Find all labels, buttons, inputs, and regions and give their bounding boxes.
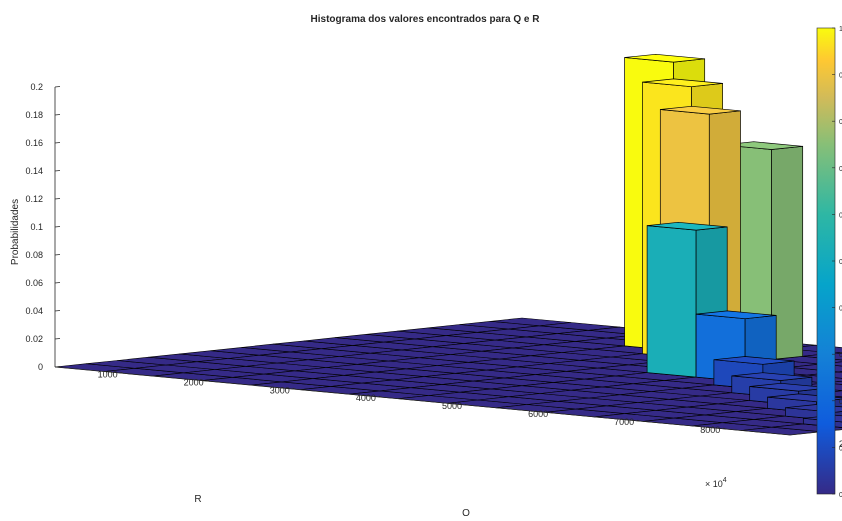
bar-front-face — [647, 226, 696, 378]
z-tick-mark — [55, 171, 60, 172]
z-tick-label: 0.2 — [30, 82, 43, 92]
r-axis-label: R — [194, 494, 201, 505]
chart-title: Histograma dos valores encontrados para … — [311, 14, 541, 25]
z-tick-label: 0 — [38, 362, 43, 372]
z-tick-mark — [55, 87, 60, 88]
z-tick-mark — [55, 143, 60, 144]
r-tick-label: 8000 — [700, 425, 720, 435]
z-tick-label: 0.14 — [25, 166, 43, 176]
r-tick-label: 4000 — [356, 393, 376, 403]
z-axis: 0 0.02 0.04 0.06 0.08 0.1 0.12 0.14 0.16 0.18 0.2 — [25, 82, 60, 372]
z-tick-label: 0.06 — [25, 278, 43, 288]
z-tick-label: 0.04 — [25, 306, 43, 316]
z-tick-mark — [55, 255, 60, 256]
z-tick-label: 0.1 — [30, 222, 43, 232]
z-tick-mark — [55, 199, 60, 200]
r-tick-label: 7000 — [614, 417, 634, 427]
z-tick-label: 0.08 — [25, 250, 43, 260]
z-tick-label: 0.18 — [25, 110, 43, 120]
r-tick-label: 3000 — [270, 385, 290, 395]
z-tick-mark — [55, 115, 60, 116]
q-axis-label: Q — [462, 508, 470, 516]
z-tick-label: 0.02 — [25, 334, 43, 344]
r-tick-label: 6000 — [528, 409, 548, 419]
r-tick-label: 1000 — [98, 369, 118, 379]
z-tick-mark — [55, 283, 60, 284]
z-tick-label: 0.16 — [25, 138, 43, 148]
r-tick-label: 5000 — [442, 401, 462, 411]
z-tick-mark — [55, 311, 60, 312]
z-axis-label: Probabilidades — [10, 199, 21, 265]
z-tick-label: 0.12 — [25, 194, 43, 204]
q-axis-exponent: × 104 — [705, 477, 727, 489]
r-tick-label: 2000 — [184, 377, 204, 387]
z-tick-mark — [55, 339, 60, 340]
z-tick-mark — [55, 227, 60, 228]
